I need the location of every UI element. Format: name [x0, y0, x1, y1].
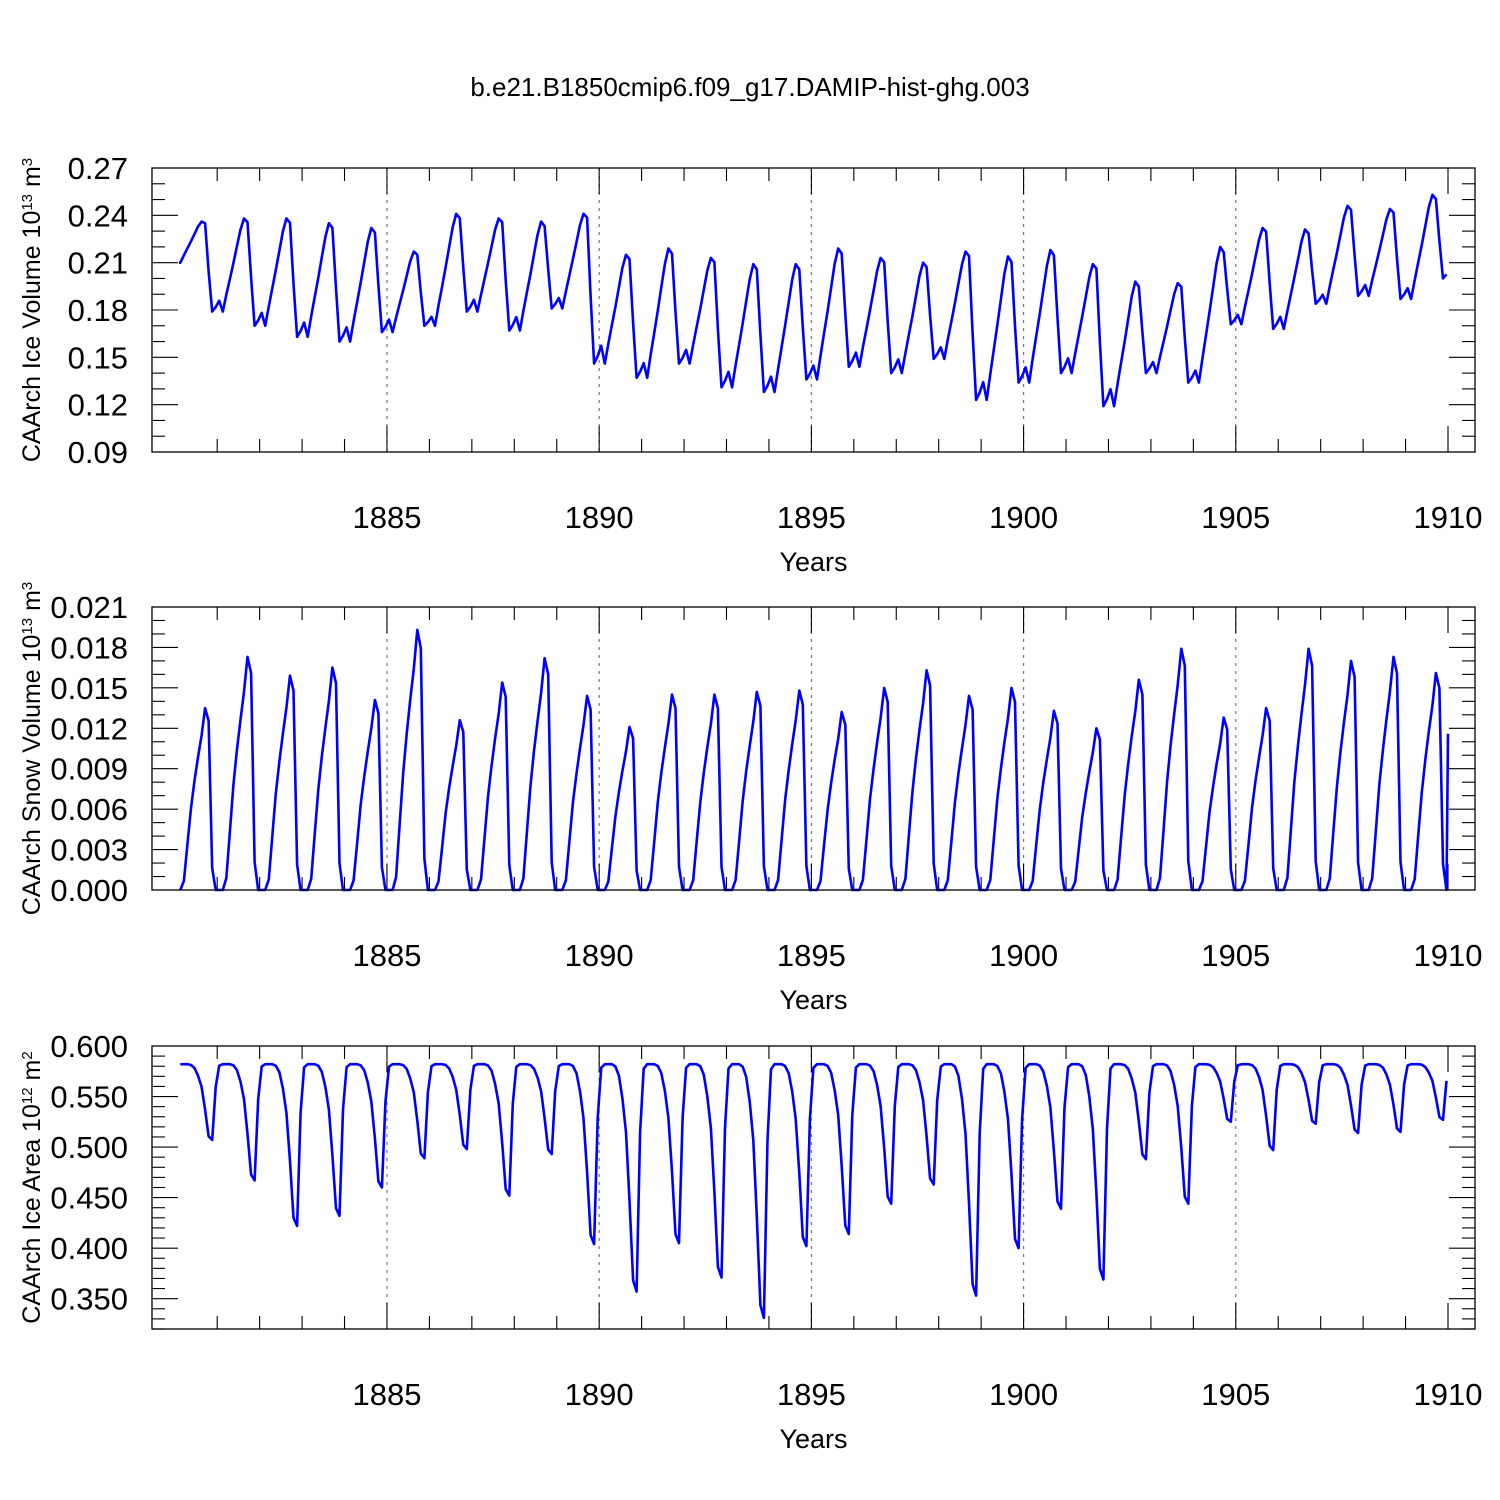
snow-volume-ytick-label: 0.012 [50, 711, 128, 746]
ice-volume-ytick-label: 0.09 [68, 435, 128, 470]
ice-area-ylabel-main: CAArch Ice Area 10 [18, 1104, 46, 1324]
ice-area-ytick-label: 0.400 [50, 1231, 128, 1266]
snow-volume-y-tick-labels: 0.000 0.003 0.006 0.009 0.012 0.015 0.018 0.021 [50, 590, 128, 908]
ice-area-xtick-label: 1895 [777, 1377, 846, 1412]
snow-volume-ytick-label: 0.006 [50, 792, 128, 827]
snow-volume-ylabel-exponent: 13 [19, 618, 36, 635]
snow-volume-ytick-label: 0.018 [50, 630, 128, 665]
ice-volume-y-axis-title: CAArch Ice Volume 1013 m3 [18, 158, 46, 462]
ice-volume-ytick-label: 0.24 [68, 198, 128, 233]
ice-volume-xtick-label: 1910 [1414, 500, 1483, 535]
ice-volume-ylabel-main: CAArch Ice Volume 10 [18, 211, 46, 463]
ice-volume-x-tick-labels: 1885 1890 1895 1900 1905 1910 [352, 500, 1482, 535]
ice-area-y-tick-labels: 0.350 0.400 0.450 0.500 0.550 0.600 [50, 1029, 128, 1317]
snow-volume-x-tick-labels: 1885 1890 1895 1900 1905 1910 [352, 938, 1482, 973]
ice-area-y-axis-title: CAArch Ice Area 1012 m2 [18, 1051, 46, 1323]
ice-area-ytick-label: 0.350 [50, 1282, 128, 1317]
ice-volume-xtick-label: 1895 [777, 500, 846, 535]
ice-volume-xtick-label: 1900 [989, 500, 1058, 535]
snow-volume-ylabel-unit: m [18, 590, 46, 618]
ice-volume-series-line [179, 193, 1448, 408]
snow-volume-ytick-label: 0.021 [50, 590, 128, 625]
snow-volume-xtick-label: 1885 [352, 938, 421, 973]
ice-area-plot-frame [151, 1045, 1476, 1330]
ice-volume-ylabel-exponent: 13 [19, 194, 36, 211]
snow-volume-y-axis-title: CAArch Snow Volume 1013 m3 [18, 582, 46, 916]
ice-area-xtick-label: 1900 [989, 1377, 1058, 1412]
ice-volume-ytick-label: 0.27 [68, 151, 128, 186]
ice-volume-xtick-label: 1890 [565, 500, 634, 535]
ice-area-xtick-label: 1890 [565, 1377, 634, 1412]
snow-volume-ytick-label: 0.015 [50, 671, 128, 706]
snow-volume-xtick-label: 1895 [777, 938, 846, 973]
snow-volume-xtick-label: 1890 [565, 938, 634, 973]
ice-area-ylabel-unit-exponent: 2 [19, 1051, 36, 1059]
snow-volume-xtick-label: 1900 [989, 938, 1058, 973]
ice-volume-ylabel-unit: m [18, 166, 46, 194]
snow-volume-ylabel-main: CAArch Snow Volume 10 [18, 635, 46, 916]
ice-area-ylabel-exponent: 12 [19, 1087, 36, 1104]
snow-volume-ticks [152, 606, 1475, 891]
ice-area-ytick-label: 0.450 [50, 1181, 128, 1216]
ice-area-ticks [152, 1045, 1475, 1330]
snow-volume-x-axis-title: Years [779, 985, 847, 1015]
ice-volume-xtick-label: 1905 [1201, 500, 1270, 535]
ice-volume-ticks [152, 167, 1475, 453]
ice-area-ylabel-unit: m [18, 1060, 46, 1088]
ice-area-xtick-label: 1910 [1414, 1377, 1483, 1412]
snow-volume-ytick-label: 0.009 [50, 752, 128, 787]
snow-volume-xtick-label: 1905 [1201, 938, 1270, 973]
ice-area-xtick-label: 1885 [352, 1377, 421, 1412]
snow-volume-xtick-label: 1910 [1414, 938, 1483, 973]
ice-volume-ytick-label: 0.21 [68, 246, 128, 281]
ice-area-ytick-label: 0.500 [50, 1130, 128, 1165]
ice-area-x-tick-labels: 1885 1890 1895 1900 1905 1910 [352, 1377, 1482, 1412]
ice-area-ytick-label: 0.550 [50, 1080, 128, 1115]
ice-volume-plot-frame [151, 167, 1476, 453]
snow-volume-plot-frame [151, 606, 1476, 891]
ice-volume-ytick-label: 0.18 [68, 293, 128, 328]
ice-volume-panel: 0.09 0.12 0.15 0.18 0.21 0.24 0.27 1885 1890 189… [18, 151, 1482, 577]
ice-volume-ylabel-unit-exponent: 3 [19, 158, 36, 166]
snow-volume-ytick-label: 0.000 [50, 873, 128, 908]
ice-volume-ytick-label: 0.15 [68, 340, 128, 375]
snow-volume-ytick-label: 0.003 [50, 833, 128, 868]
ice-area-series-line [180, 1062, 1448, 1320]
snow-volume-ylabel-unit-exponent: 3 [19, 582, 36, 590]
ice-volume-y-tick-labels: 0.09 0.12 0.15 0.18 0.21 0.24 0.27 [68, 151, 128, 470]
ice-volume-xtick-label: 1885 [352, 500, 421, 535]
snow-volume-panel: 0.000 0.003 0.006 0.009 0.012 0.015 0.018 0.021… [18, 582, 1482, 1015]
ice-area-xtick-label: 1905 [1201, 1377, 1270, 1412]
ice-volume-x-axis-title: Years [779, 547, 847, 577]
figure-title: b.e21.B1850cmip6.f09_g17.DAMIP-hist-ghg.… [470, 72, 1029, 102]
ice-area-x-axis-title: Years [779, 1424, 847, 1454]
ice-volume-ytick-label: 0.12 [68, 388, 128, 423]
ice-area-ytick-label: 0.600 [50, 1029, 128, 1064]
